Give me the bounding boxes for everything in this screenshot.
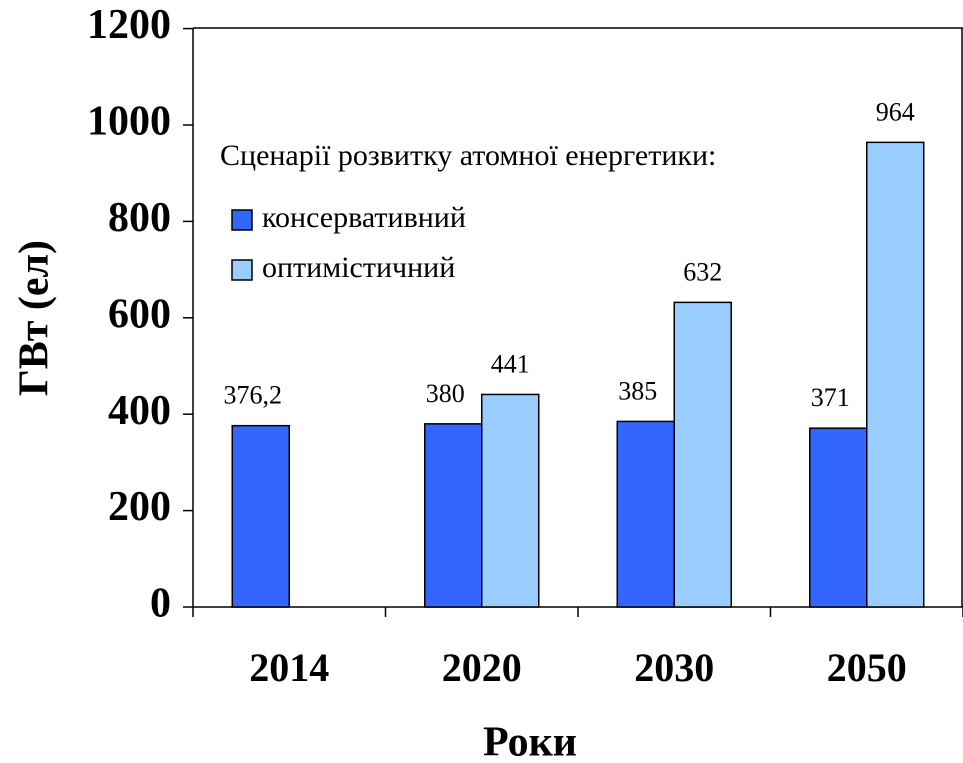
x-tick-label: 2014 xyxy=(249,645,329,690)
y-tick-label: 1000 xyxy=(87,99,171,145)
bar xyxy=(866,141,925,608)
bar xyxy=(616,420,675,608)
bar xyxy=(481,393,540,608)
bar xyxy=(673,301,732,608)
y-tick-label: 200 xyxy=(108,484,171,530)
y-tick-label: 600 xyxy=(108,291,171,337)
y-tick-label: 400 xyxy=(108,388,171,434)
bar xyxy=(424,423,483,608)
bar xyxy=(231,424,290,608)
y-tick-label: 1200 xyxy=(87,2,171,48)
x-tick-label: 2020 xyxy=(442,645,522,690)
legend-title: Сценарії розвитку атомної енергетики: xyxy=(220,139,716,172)
value-label: 385 xyxy=(618,376,657,405)
value-label: 371 xyxy=(811,383,850,412)
y-tick-label: 800 xyxy=(108,195,171,241)
value-label: 441 xyxy=(491,349,530,378)
y-tick-label: 0 xyxy=(150,581,171,627)
bar xyxy=(809,427,868,608)
value-label: 632 xyxy=(683,257,722,286)
x-axis-title: Роки xyxy=(483,720,577,763)
value-label: 376,2 xyxy=(224,381,283,410)
value-label: 380 xyxy=(426,379,465,408)
y-axis-title: ГВт (ел) xyxy=(12,240,58,396)
legend-label: оптимістичний xyxy=(262,251,455,284)
value-label: 964 xyxy=(876,97,915,126)
legend-swatch xyxy=(231,259,253,281)
legend-swatch xyxy=(231,209,253,231)
x-tick-label: 2030 xyxy=(634,645,714,690)
legend-label: консервативний xyxy=(262,201,466,234)
x-tick-label: 2050 xyxy=(827,645,907,690)
